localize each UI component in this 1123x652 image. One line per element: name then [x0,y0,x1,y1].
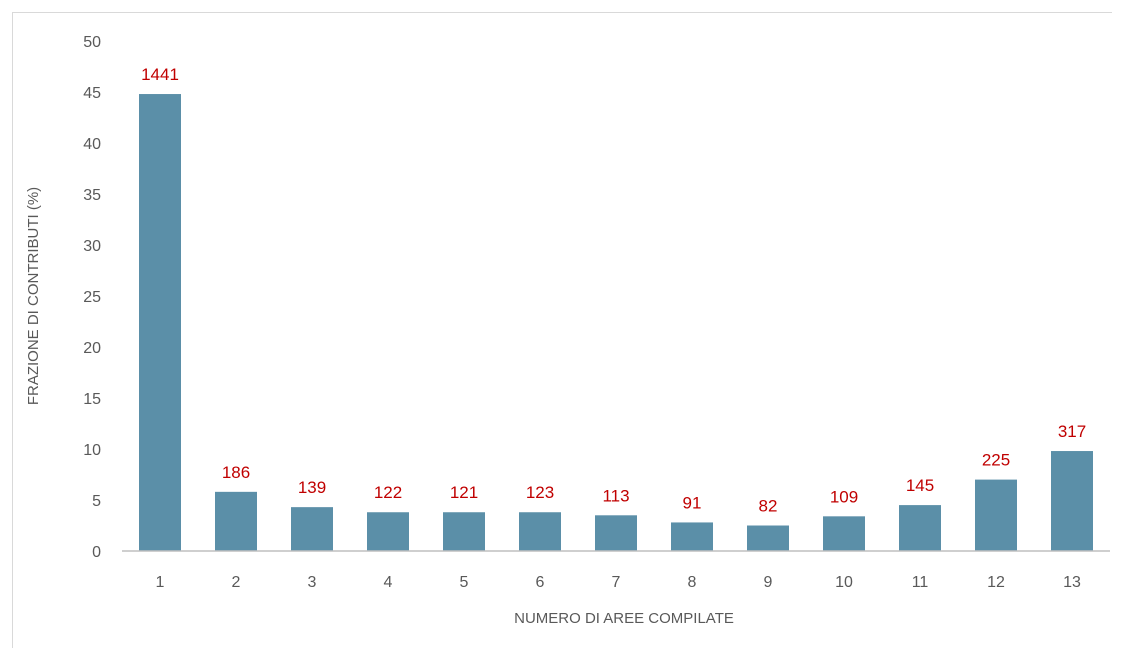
y-tick-label: 5 [92,493,101,510]
x-axis-ticks: 1 2 3 4 5 6 7 8 9 10 11 12 13 [156,574,1081,591]
data-label: 1441 [141,65,179,84]
x-tick-label: 11 [912,574,929,591]
bars [139,94,1093,551]
y-tick-label: 40 [83,136,101,153]
y-tick-label: 30 [83,238,101,255]
bar [899,505,941,551]
bar [367,512,409,551]
data-label: 113 [602,486,629,505]
data-label: 121 [450,483,478,502]
bar [823,516,865,551]
x-tick-label: 1 [156,574,165,591]
x-tick-label: 5 [460,574,469,591]
y-tick-label: 35 [83,187,101,204]
data-label: 186 [222,463,250,482]
bar [291,507,333,551]
y-tick-label: 10 [83,442,101,459]
x-tick-label: 13 [1063,574,1081,591]
y-axis-ticks: 0 5 10 15 20 25 30 35 40 45 50 [83,34,101,561]
chart-frame [12,12,1112,648]
x-tick-label: 8 [688,574,697,591]
x-tick-label: 4 [384,574,393,591]
bar [443,512,485,551]
x-tick-label: 7 [612,574,621,591]
data-label: 225 [982,451,1010,470]
x-tick-label: 12 [987,574,1005,591]
data-label: 317 [1058,422,1086,441]
data-label: 82 [759,497,778,516]
data-label: 109 [830,487,858,506]
data-label: 91 [683,493,702,512]
y-tick-label: 50 [83,34,101,51]
data-label: 123 [526,483,554,502]
y-tick-label: 20 [83,340,101,357]
data-label: 122 [374,483,402,502]
bar [975,479,1017,551]
x-tick-label: 2 [232,574,241,591]
bar [215,491,257,551]
y-tick-label: 45 [83,85,101,102]
bar [671,522,713,551]
x-axis-title: NUMERO DI AREE COMPILATE [514,610,734,627]
bar [747,525,789,551]
data-label: 145 [906,476,934,495]
y-tick-label: 0 [92,544,101,561]
y-axis-title: FRAZIONE DI CONTRIBUTI (%) [25,187,42,405]
x-tick-label: 10 [835,574,853,591]
x-tick-label: 3 [308,574,317,591]
y-tick-label: 15 [83,391,101,408]
x-tick-label: 6 [536,574,545,591]
bar [519,512,561,551]
bar [595,515,637,551]
data-labels: 1441 186 139 122 121 123 113 91 82 109 145 225 317 [141,65,1086,515]
data-label: 139 [298,478,326,497]
bar [139,94,181,551]
bar [1051,451,1093,551]
x-tick-label: 9 [764,574,773,591]
y-tick-label: 25 [83,289,101,306]
